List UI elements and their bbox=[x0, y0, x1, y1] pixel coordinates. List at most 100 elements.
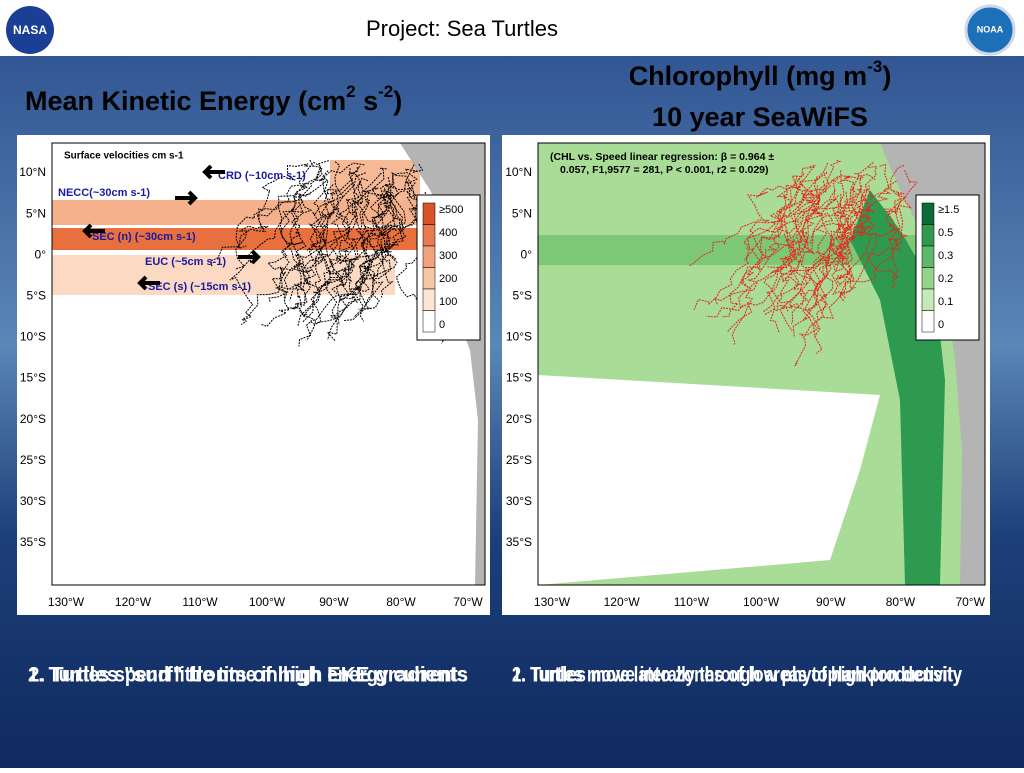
lat-tick-label: 5°S bbox=[27, 288, 46, 302]
legend-swatch bbox=[422, 245, 436, 268]
lat-tick-label: 25°S bbox=[506, 453, 532, 467]
turtle-track bbox=[693, 164, 816, 310]
maps: 10°N 5°N 0° 5°S 10°S 15°S 20°S 25°S 30°S 35°S 130°… bbox=[17, 135, 990, 687]
lat-tick-label: 35°S bbox=[20, 535, 46, 549]
turtle-track bbox=[804, 192, 871, 338]
legend-swatch bbox=[921, 310, 935, 333]
bullet: 2. Turtles "surf" fronts of high EKE gra… bbox=[28, 664, 468, 687]
turtle-track bbox=[278, 170, 361, 290]
h: ) bbox=[882, 61, 891, 91]
lon-tick-label: 90°W bbox=[816, 595, 846, 609]
turtle-track bbox=[355, 187, 398, 307]
turtle-track bbox=[775, 173, 876, 266]
lat-tick-label: 20°S bbox=[506, 412, 532, 426]
turtle-track bbox=[818, 170, 855, 315]
turtle-track bbox=[781, 187, 873, 312]
eke-band bbox=[52, 200, 425, 225]
lon-tick-label: 100°W bbox=[249, 595, 286, 609]
slide-title: Project: Sea Turtles bbox=[366, 16, 558, 41]
turtle-track bbox=[763, 183, 805, 332]
turtle-track bbox=[759, 171, 828, 261]
lat-tick-label: 5°S bbox=[513, 288, 532, 302]
turtle-track bbox=[741, 175, 798, 289]
turtle-track bbox=[229, 159, 322, 321]
map-title: Surface velocities cm s-1 bbox=[64, 151, 184, 162]
legend-swatch bbox=[422, 288, 436, 311]
legend-swatch bbox=[921, 245, 935, 268]
turtle-track bbox=[794, 187, 878, 367]
turtle-track bbox=[763, 189, 840, 316]
lat-tick-label: 15°S bbox=[506, 371, 532, 385]
lon-tick-label: 100°W bbox=[743, 595, 780, 609]
lon-tick-label: 70°W bbox=[955, 595, 985, 609]
turtle-track bbox=[722, 185, 819, 318]
turtle-track bbox=[831, 165, 878, 296]
turtle-track bbox=[298, 198, 358, 347]
legend-label: 0 bbox=[439, 319, 445, 331]
turtle-track bbox=[316, 168, 370, 290]
lat-tick-label: 10°S bbox=[20, 330, 46, 344]
turtle-track bbox=[234, 161, 318, 270]
legend-swatch bbox=[422, 310, 436, 333]
lat-tick-label: 30°S bbox=[506, 494, 532, 508]
lat-tick-label: 0° bbox=[35, 247, 47, 261]
turtle-track bbox=[347, 173, 418, 283]
legend-label: ≥1.5 bbox=[938, 204, 959, 216]
map-frame bbox=[537, 142, 986, 586]
h: -2 bbox=[378, 82, 393, 101]
lat-tick-label: 20°S bbox=[20, 412, 46, 426]
turtle-track bbox=[801, 188, 872, 307]
map-frame bbox=[51, 142, 486, 586]
legend-label: 0.2 bbox=[938, 273, 953, 285]
turtle-track bbox=[268, 193, 311, 303]
current-label: NECC(~30cm s-1) bbox=[58, 187, 150, 199]
current-label: EUC (~5cm s-1) bbox=[145, 256, 226, 268]
lat-tick-label: 30°S bbox=[20, 494, 46, 508]
lon-tick-label: 80°W bbox=[386, 595, 416, 609]
lon-tick-label: 90°W bbox=[319, 595, 349, 609]
lat-tick-label: 5°N bbox=[26, 206, 46, 220]
turtle-track bbox=[727, 176, 839, 332]
legend-label: 200 bbox=[439, 273, 457, 285]
h: -3 bbox=[867, 57, 882, 76]
lat-tick-label: 0° bbox=[521, 247, 533, 261]
lat-tick-label: 10°S bbox=[506, 330, 532, 344]
turtle-track bbox=[377, 176, 424, 298]
bullet: 1. Turtles move into zones of low phytop… bbox=[512, 664, 962, 687]
bullet: 1. Turtles spend little time in high ene… bbox=[28, 664, 468, 687]
turtle-track bbox=[866, 197, 912, 278]
noaa-logo-text: NOAA bbox=[977, 24, 1004, 34]
turtle-track bbox=[836, 163, 905, 277]
turtle-track bbox=[355, 167, 388, 284]
turtle-track bbox=[289, 184, 335, 301]
turtle-track bbox=[830, 199, 875, 285]
regression-note: (CHL vs. Speed linear regression: β = 0.… bbox=[550, 151, 774, 163]
legend-label: 0.5 bbox=[938, 227, 953, 239]
turtle-track bbox=[776, 185, 863, 309]
turtle-track bbox=[240, 198, 313, 326]
lat-tick-label: 10°N bbox=[19, 165, 46, 179]
turtle-track bbox=[310, 190, 392, 322]
h: Chlorophyll (mg m bbox=[629, 61, 868, 91]
turtle-track bbox=[713, 175, 860, 306]
legend-swatch bbox=[422, 224, 436, 247]
noaa-logo bbox=[964, 4, 1016, 56]
turtle-track bbox=[295, 167, 325, 341]
turtle-track bbox=[786, 162, 829, 286]
turtle-track bbox=[784, 176, 821, 325]
turtle-track bbox=[290, 196, 312, 310]
right-heading: Chlorophyll (mg m-3) bbox=[629, 57, 892, 91]
legend-swatch bbox=[921, 267, 935, 290]
legend-label: 100 bbox=[439, 296, 457, 308]
turtle-track bbox=[278, 185, 313, 309]
left-heading: Mean Kinetic Energy (cm2 s-2) bbox=[25, 82, 402, 116]
regression-note: 0.057, F1,9577 = 281, P < 0.001, r2 = 0.… bbox=[560, 164, 769, 176]
turtle-track bbox=[209, 160, 329, 268]
legend-swatch bbox=[921, 288, 935, 311]
turtle-track bbox=[321, 165, 361, 295]
current-arrow bbox=[238, 249, 261, 265]
turtle-track bbox=[301, 172, 366, 323]
turtle-track bbox=[809, 197, 833, 321]
